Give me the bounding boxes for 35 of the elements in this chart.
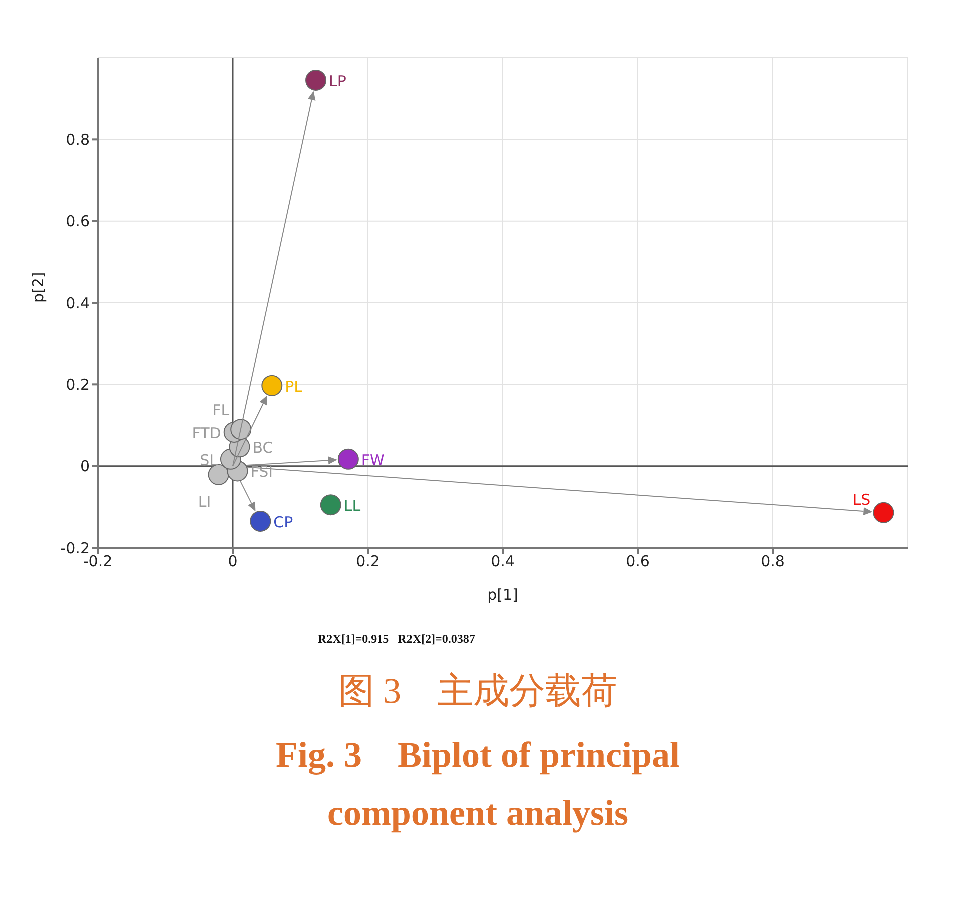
y-tick-label: 0 bbox=[80, 458, 90, 476]
series-label: FSI bbox=[250, 463, 274, 482]
point bbox=[320, 494, 342, 516]
point bbox=[338, 448, 359, 470]
text: 图 3 主成分载荷 bbox=[338, 670, 618, 713]
series-label: FTD bbox=[192, 424, 222, 442]
series-label: FL bbox=[212, 402, 230, 420]
text: R2X[1]=0.915 R2X[2]=0.0387 bbox=[318, 632, 476, 647]
x-tick-label: 0 bbox=[228, 552, 238, 571]
series-label: LI bbox=[198, 492, 212, 511]
y-tick-label: 0.8 bbox=[66, 130, 90, 149]
series-label: FW bbox=[361, 451, 386, 470]
series-label: BC bbox=[252, 439, 274, 458]
point bbox=[262, 375, 283, 396]
series-label: CP bbox=[274, 513, 294, 532]
point bbox=[230, 419, 252, 440]
y-tick-label: 0.4 bbox=[66, 294, 90, 312]
y-tick-label: 0.2 bbox=[66, 376, 90, 394]
y-tick-label: 0.6 bbox=[66, 212, 90, 231]
point bbox=[208, 464, 230, 486]
series-label: LP bbox=[329, 72, 346, 90]
series-label: PL bbox=[285, 378, 304, 396]
point bbox=[306, 70, 327, 91]
y-axis-title: p[2] bbox=[29, 272, 48, 303]
x-tick-label: 0.6 bbox=[626, 552, 650, 571]
x-tick-label: 0.8 bbox=[761, 552, 785, 571]
series-label: SL bbox=[200, 451, 219, 470]
text: Fig. 3 Biplot of principal component analysis bbox=[274, 734, 682, 835]
point bbox=[873, 502, 894, 524]
point bbox=[250, 510, 272, 532]
x-tick-label: 0.4 bbox=[491, 552, 515, 571]
series-label: LL bbox=[344, 497, 362, 516]
x-axis-title: p[1] bbox=[488, 586, 518, 604]
x-tick-label: 0.2 bbox=[356, 552, 380, 571]
series-label: LS bbox=[852, 490, 871, 509]
